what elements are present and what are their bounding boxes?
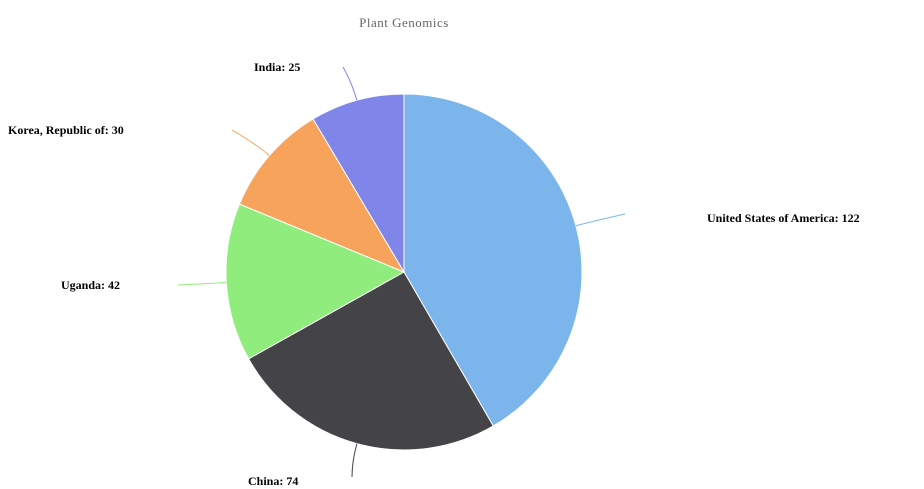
label-connectors xyxy=(177,66,626,478)
connector-1 xyxy=(351,443,358,478)
data-label-4: India: 25 xyxy=(254,60,300,74)
pie-slice-0 xyxy=(403,93,583,427)
pie-slices xyxy=(225,93,583,451)
pie-slice-3 xyxy=(238,118,406,274)
data-labels: United States of America: 122 China: 74 Ug… xyxy=(8,60,860,488)
data-label-3: Korea, Republic of: 30 xyxy=(8,123,124,137)
data-label-2: Uganda: 42 xyxy=(61,278,120,292)
data-label-1: China: 74 xyxy=(248,474,298,488)
connector-3 xyxy=(231,129,270,156)
pie-slice-4 xyxy=(312,93,405,274)
connector-4 xyxy=(342,66,358,101)
pie-slice-1 xyxy=(247,271,494,451)
data-label-0: United States of America: 122 xyxy=(707,211,860,225)
connector-0 xyxy=(575,213,626,227)
chart-subtitle: Plant Genomics xyxy=(359,15,449,30)
pie-slice-2 xyxy=(225,203,406,360)
connector-2 xyxy=(177,281,227,286)
